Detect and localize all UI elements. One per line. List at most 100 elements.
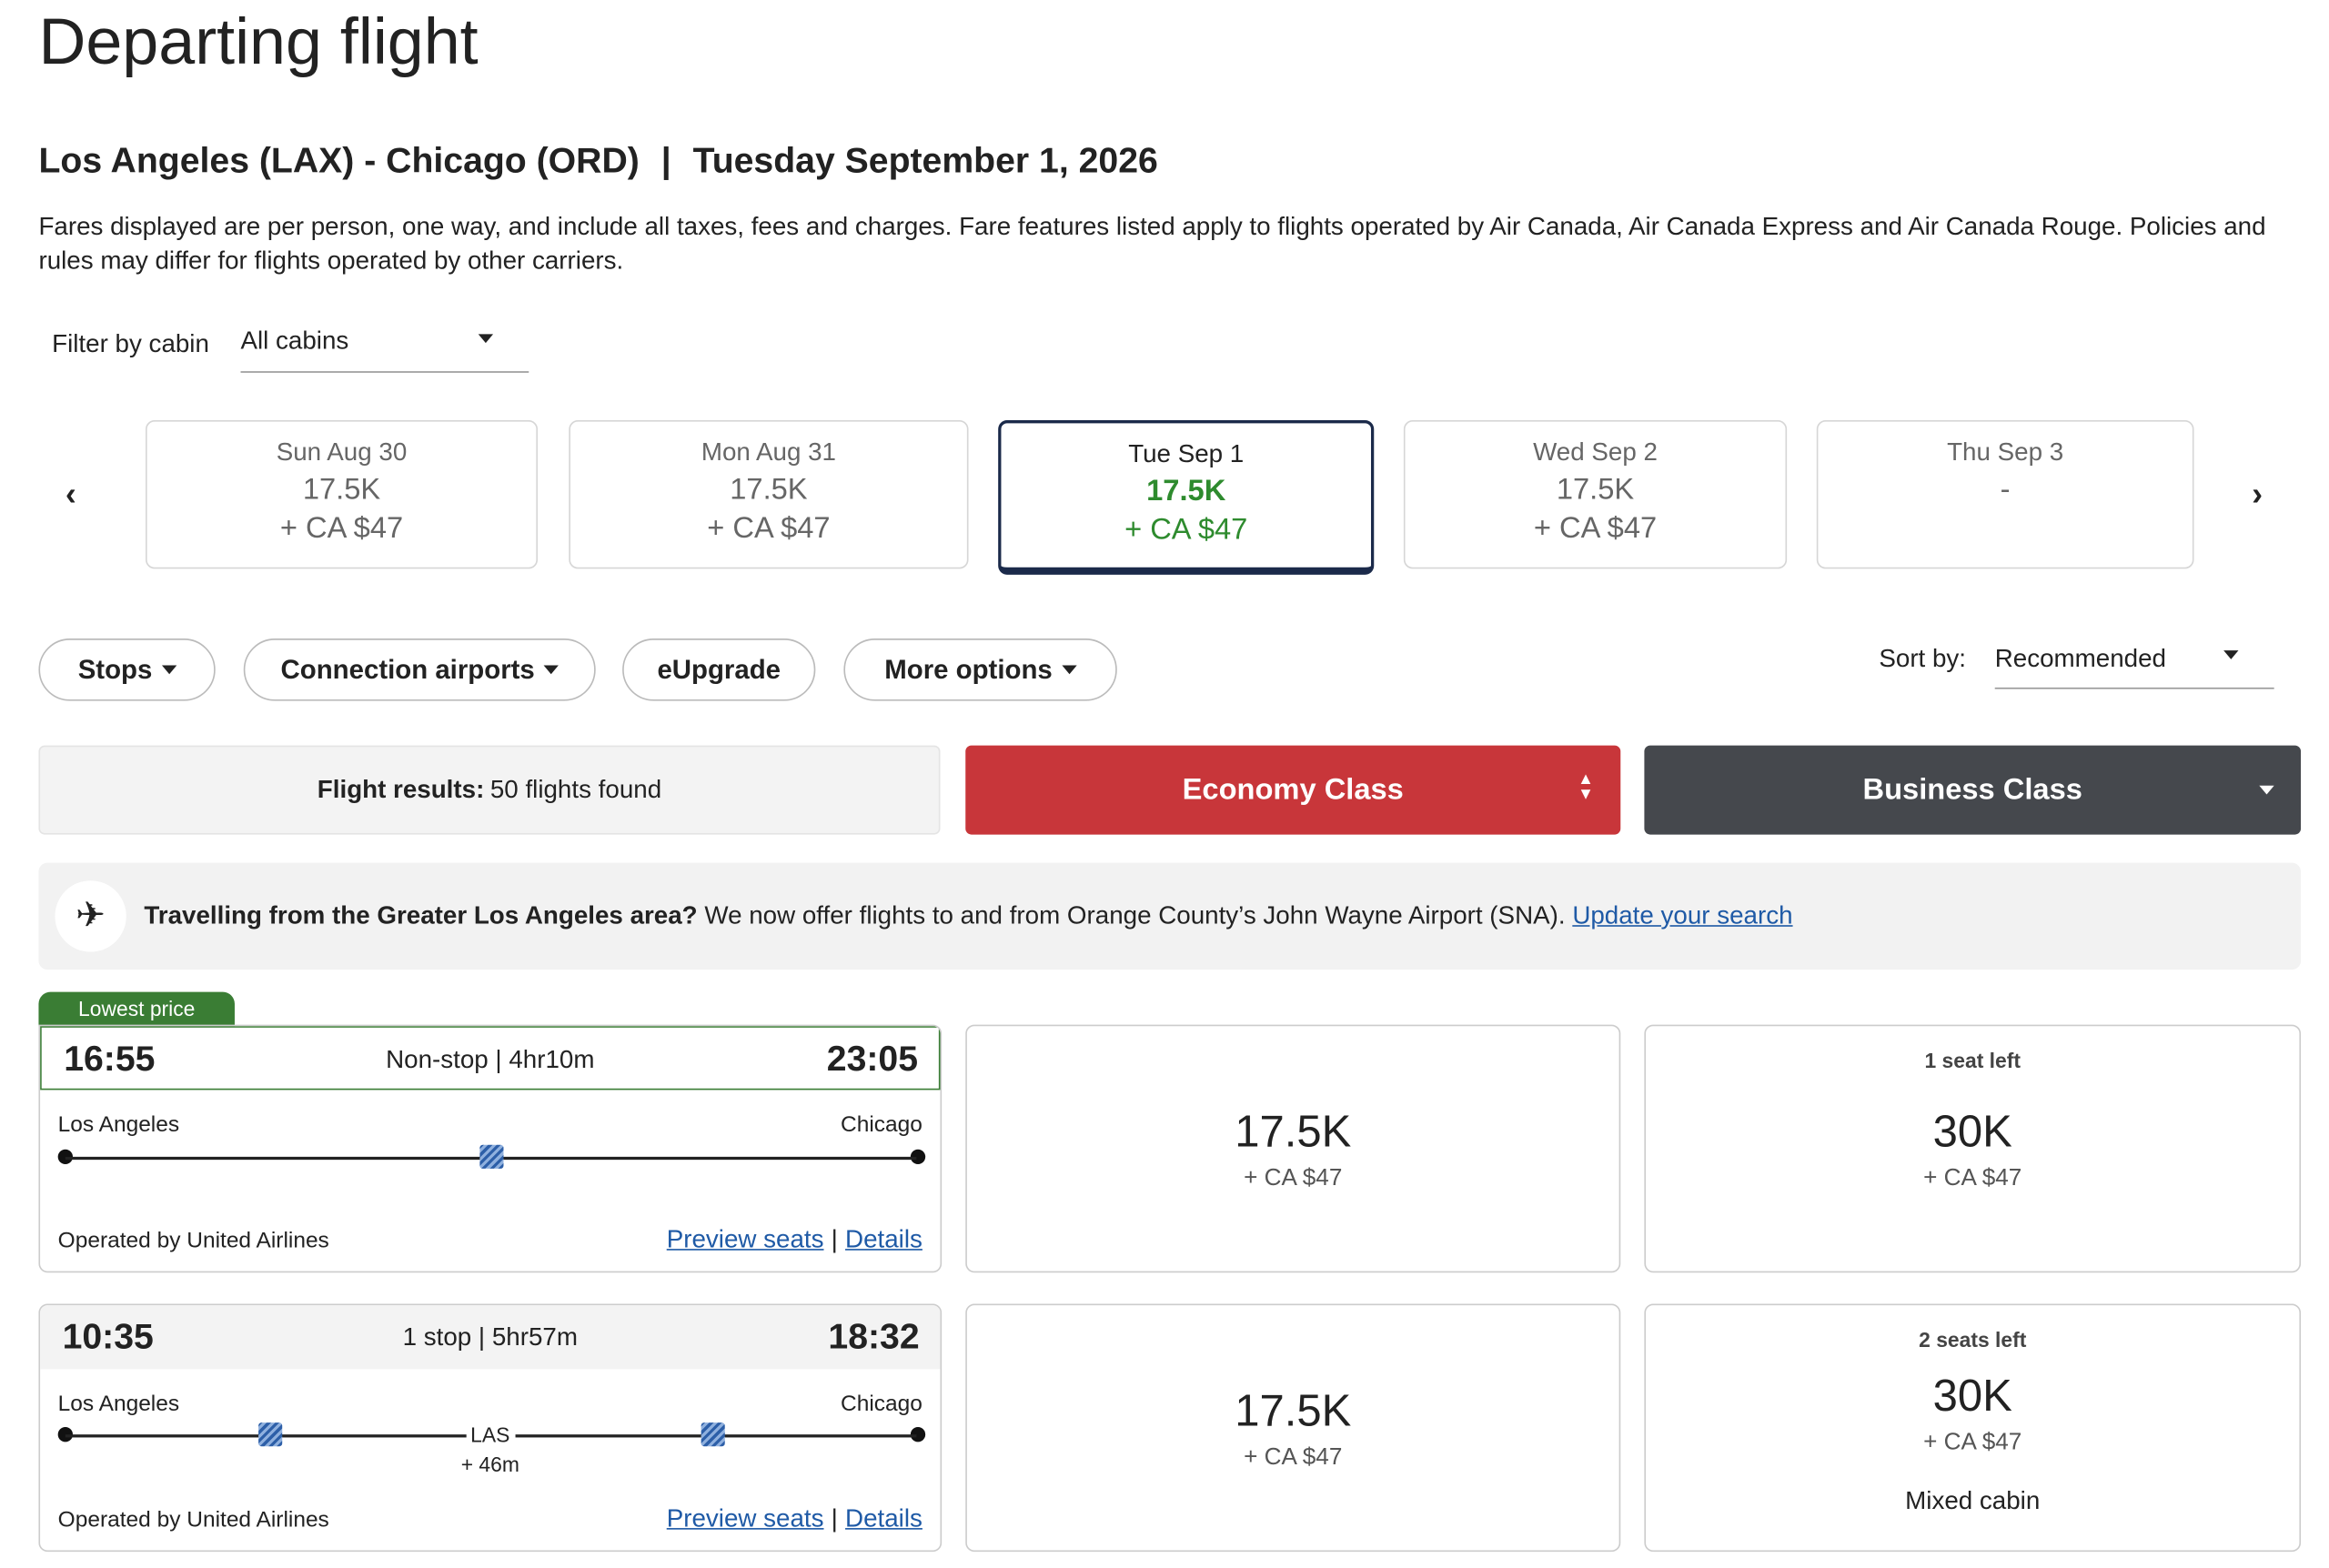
dropdown-arrow [161,665,176,675]
flight-summary: 1 stop | 5hr57m [402,1322,578,1352]
travel-date: Tuesday September 1, 2026 [692,141,1158,182]
filter-chip[interactable]: Stops [38,638,216,701]
filter-chip[interactable]: More options [843,638,1117,701]
fare-points: 17.5K [1235,1107,1352,1157]
disclaimer: Fares displayed are per person, one way,… [38,212,2266,276]
date-points: 17.5K [730,473,808,507]
layover: + 46m [460,1452,519,1476]
sort-icon: ▲ ▼ [1578,770,1594,804]
dropdown-arrow [1061,665,1076,675]
chip-label: Connection airports [280,654,535,684]
fare-points: 30K [1932,1372,2012,1422]
plane-icon [701,1422,725,1447]
date-day: Sun Aug 30 [276,437,408,467]
filter-chip[interactable]: Connection airports [243,638,596,701]
origin: Los Angeles [57,1391,180,1417]
chip-label: eUpgrade [657,654,781,684]
flight-card: 16:55 Non-stop | 4hr10m 23:05 Los Angeles Ch… [38,1024,943,1273]
seat-links: Preview seats | Details [667,1504,923,1534]
date-cash: + CA $47 [707,512,831,546]
operator: Operated by United Airlines [57,1507,329,1533]
flight-header: 10:35 1 stop | 5hr57m 18:32 [40,1305,941,1370]
destination-dot [910,1149,926,1165]
stop-airport: LAS [470,1422,510,1447]
business-tab[interactable]: Business Class [1644,745,2302,835]
destination-dot [910,1427,926,1442]
economy-tab[interactable]: Economy Class ▲ ▼ [965,745,1621,835]
seat-links: Preview seats | Details [667,1225,923,1255]
details-link[interactable]: Details [845,1224,923,1253]
sort-dropdown[interactable]: Recommended [1994,644,2274,689]
page-title: Departing flight [38,5,479,79]
dropdown-arrow [2223,650,2239,659]
chip-label: Stops [77,654,153,684]
results-label: Flight results: [317,775,485,804]
link-separator: | [831,1503,838,1533]
plane-icon [258,1422,283,1447]
date-points: 17.5K [1146,475,1226,508]
separator: | [660,141,671,182]
fare-cash: + CA $47 [1923,1430,2022,1456]
business-fare[interactable]: 1 seat left 30K + CA $47 [1644,1024,2302,1273]
date-cash: + CA $47 [1124,513,1248,547]
economy-fare[interactable]: 17.5K + CA $47 [965,1024,1621,1273]
cabin-value: All cabins [240,327,349,356]
date-card[interactable]: Tue Sep 1 17.5K + CA $47 [998,420,1375,575]
update-link[interactable]: Update your search [1572,901,1793,930]
notice-text: Travelling from the Greater Los Angeles … [144,901,1792,931]
notice-banner: ✈ Travelling from the Greater Los Angele… [38,862,2302,970]
preview-link[interactable]: Preview seats [666,1224,824,1253]
destination: Chicago [841,1391,923,1417]
dropdown-arrow [2259,785,2274,795]
operator: Operated by United Airlines [57,1228,329,1253]
sort-label: Sort by: [1879,644,1967,673]
date-card[interactable]: Wed Sep 2 17.5K + CA $47 [1403,420,1788,569]
depart-time: 10:35 [62,1317,154,1358]
sort-value: Recommended [1994,644,2166,673]
arrive-time: 18:32 [828,1317,920,1358]
results-bar: Flight results: 50 flights found [38,745,941,835]
prev-arrow[interactable]: ‹ [65,475,76,513]
fare-points: 30K [1932,1107,2012,1157]
notice-bold: Travelling from the Greater Los Angeles … [144,901,698,930]
business-fare[interactable]: 2 seats left 30K + CA $47 Mixed cabin [1644,1303,2302,1553]
depart-time: 16:55 [64,1039,156,1080]
cabin-name: Economy Class [1182,772,1404,806]
results-count: 50 flights found [489,775,662,804]
chip-label: More options [884,654,1053,684]
economy-fare[interactable]: 17.5K + CA $47 [965,1303,1621,1553]
dropdown-arrow [543,665,559,675]
preview-link[interactable]: Preview seats [666,1503,824,1533]
seats-left: 2 seats left [1919,1327,2027,1352]
origin-dot [57,1149,74,1165]
fare-cash: + CA $47 [1244,1444,1343,1471]
date-cash: + CA $47 [1533,512,1658,546]
fare-cash: + CA $47 [1923,1165,2022,1191]
origin: Los Angeles [57,1111,180,1138]
next-arrow[interactable]: › [2252,475,2263,513]
date-card[interactable]: Thu Sep 3 - [1816,420,2194,569]
fare-points: 17.5K [1235,1386,1352,1436]
flight-header: 16:55 Non-stop | 4hr10m 23:05 [40,1026,941,1091]
date-day: Tue Sep 1 [1128,439,1245,468]
date-card[interactable]: Sun Aug 30 17.5K + CA $47 [146,420,539,569]
date-points: 17.5K [1556,473,1635,507]
filter-chip[interactable]: eUpgrade [622,638,816,701]
link-separator: | [831,1224,838,1253]
route: Los Angeles (LAX) - Chicago (ORD) [38,141,640,182]
destination: Chicago [841,1111,923,1138]
plane-icon: ✈ [55,880,126,952]
flight-card: 10:35 1 stop | 5hr57m 18:32 Los Angeles Chic… [38,1303,943,1553]
cabin-name: Business Class [1862,772,2082,806]
cabin-dropdown[interactable]: All cabins [240,327,529,373]
mixed-cabin: Mixed cabin [1905,1486,2041,1515]
date-card[interactable]: Mon Aug 31 17.5K + CA $47 [569,420,969,569]
date-day: Mon Aug 31 [701,437,837,467]
details-link[interactable]: Details [845,1503,923,1533]
route-line: Los Angeles (LAX) - Chicago (ORD) | Tues… [38,141,1157,183]
date-points: 17.5K [302,473,381,507]
seats-left: 1 seat left [1924,1048,2021,1072]
